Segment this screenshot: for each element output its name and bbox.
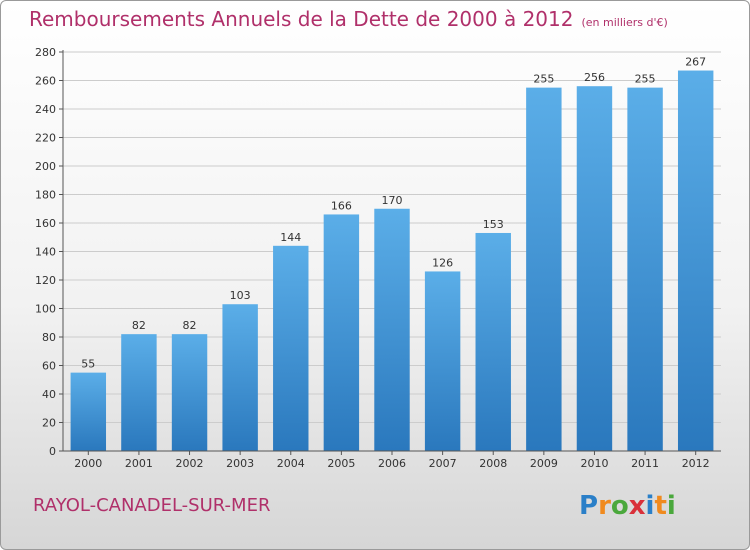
bar [475,232,511,451]
y-tick-label: 220 [35,132,56,145]
logo-letter: t [654,491,667,521]
y-tick-label: 160 [35,217,56,230]
y-tick-label: 80 [42,331,56,344]
y-tick-label: 260 [35,75,56,88]
x-tick-label: 2012 [682,457,710,470]
bar [576,86,613,451]
x-tick-label: 2008 [479,457,507,470]
y-tick-label: 280 [35,46,56,59]
location-label: RAYOL-CANADEL-SUR-MER [33,495,271,516]
data-label: 144 [280,231,301,244]
bar [627,87,663,451]
logo-letter: i [666,491,676,521]
data-label: 82 [132,319,146,332]
x-tick-label: 2002 [176,457,204,470]
x-tick-label: 2003 [226,457,254,470]
bar [424,271,461,451]
proxiti-logo: Proxiti [579,491,676,521]
y-tick-label: 40 [42,388,56,401]
data-label: 153 [483,218,504,231]
x-axis: 2000 2001 2002 2003 2004 2005 2006 2007 2008 2009… [63,450,721,470]
data-label: 166 [331,199,352,212]
data-label: 82 [183,319,197,332]
y-tick-label: 240 [35,103,56,116]
chart-title-text: Remboursements Annuels de la Dette de 20… [29,7,574,31]
bar [273,245,309,451]
logo-letter: P [579,491,599,521]
y-tick-label: 200 [35,160,56,173]
y-tick-label: 20 [42,417,56,430]
chart-title: Remboursements Annuels de la Dette de 20… [29,7,668,31]
bar [374,208,410,451]
logo-letter: i [645,491,655,521]
bar [121,334,157,451]
x-tick-label: 2004 [277,457,305,470]
y-axis: 0 20 40 60 80 100 120 140 160 180 200 220 240 260 280 [35,46,64,458]
data-label: 255 [533,73,554,86]
data-label: 103 [230,289,251,302]
bars: 55 82 82 103 144 166 170 126 153 255 256 255 267 [70,56,714,452]
data-label: 267 [685,56,706,69]
x-tick-label: 2007 [429,457,457,470]
x-tick-label: 2010 [580,457,608,470]
x-tick-label: 2009 [530,457,558,470]
x-tick-label: 2011 [631,457,659,470]
bar [171,334,208,451]
y-tick-label: 180 [35,189,56,202]
y-tick-label: 120 [35,274,56,287]
x-tick-label: 2000 [74,457,102,470]
x-tick-label: 2005 [327,457,355,470]
data-label: 255 [635,73,656,86]
x-tick-label: 2001 [125,457,153,470]
x-tick-label: 2006 [378,457,406,470]
bar [70,372,107,451]
logo-letter: o [610,491,629,521]
data-label: 55 [81,358,95,371]
y-tick-label: 0 [49,445,56,458]
bar [526,87,562,451]
logo-letter: r [598,491,611,521]
bar [222,304,258,451]
bar [323,214,360,451]
y-tick-label: 60 [42,360,56,373]
y-tick-label: 100 [35,303,56,316]
logo-letter: x [628,491,646,521]
data-label: 126 [432,256,453,269]
y-tick-label: 140 [35,246,56,259]
chart-unit: (en milliers d'€) [581,16,668,29]
bar [677,70,714,452]
data-label: 170 [382,194,403,207]
data-label: 256 [584,71,605,84]
